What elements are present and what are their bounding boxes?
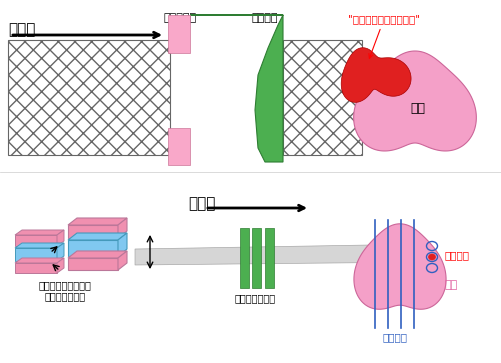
Polygon shape	[57, 258, 64, 273]
Text: 腫瘻: 腫瘻	[410, 102, 425, 114]
Polygon shape	[15, 263, 57, 273]
Polygon shape	[118, 218, 127, 238]
Polygon shape	[68, 240, 118, 256]
Polygon shape	[118, 251, 127, 270]
Text: ビーム: ビーム	[8, 22, 35, 37]
Text: スキャニング電磁石
（水平・垂直）: スキャニング電磁石 （水平・垂直）	[39, 280, 91, 302]
Bar	[8, 40, 170, 155]
Polygon shape	[15, 235, 57, 246]
Text: 腫瘻: 腫瘻	[444, 280, 457, 290]
Polygon shape	[135, 244, 429, 265]
Polygon shape	[341, 48, 410, 102]
Polygon shape	[15, 248, 57, 261]
Polygon shape	[189, 15, 283, 162]
Bar	[239, 228, 248, 288]
Text: スライス: スライス	[382, 332, 407, 342]
Text: レンジシフター: レンジシフター	[234, 293, 275, 303]
Text: ビーム: ビーム	[188, 196, 215, 211]
Polygon shape	[68, 218, 127, 225]
Polygon shape	[15, 243, 64, 248]
Text: "正常組織への付与線量": "正常組織への付与線量"	[347, 14, 419, 58]
Polygon shape	[118, 233, 127, 256]
Ellipse shape	[428, 254, 435, 260]
Polygon shape	[68, 233, 127, 240]
Polygon shape	[68, 251, 127, 258]
Text: ボーラス: ボーラス	[251, 13, 278, 23]
Polygon shape	[353, 51, 475, 151]
Bar	[168, 15, 189, 53]
Bar	[168, 128, 189, 165]
Bar	[265, 228, 274, 288]
Text: スポット: スポット	[444, 250, 469, 260]
Polygon shape	[57, 243, 64, 261]
Polygon shape	[68, 225, 118, 238]
Polygon shape	[15, 258, 64, 263]
Bar	[283, 40, 361, 155]
Bar	[252, 228, 261, 288]
Text: コリメータ: コリメータ	[163, 13, 196, 23]
Polygon shape	[68, 258, 118, 270]
Polygon shape	[57, 230, 64, 246]
Polygon shape	[15, 230, 64, 235]
Polygon shape	[353, 224, 445, 309]
